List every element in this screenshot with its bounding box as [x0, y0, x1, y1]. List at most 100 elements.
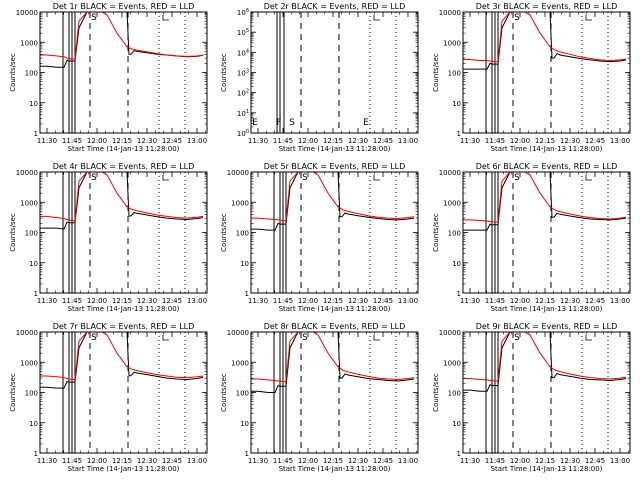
series-line-lld — [463, 332, 627, 382]
chart-panel-4: Det 4r BLACK = Events, RED = LLD Start Ti… — [9, 162, 208, 313]
x-tick-label: 13:00 — [610, 297, 630, 305]
series-line-events — [463, 332, 627, 392]
x-tick-label: 13:00 — [398, 457, 418, 465]
annotation-label: S — [302, 173, 308, 183]
y-tick-label: 106 — [237, 8, 249, 17]
state-bracket — [162, 15, 169, 21]
x-tick-label: 12:45 — [162, 457, 182, 465]
y-tick-label: 1 — [457, 450, 461, 458]
plot-frame — [250, 171, 419, 294]
annotation-label: S — [302, 333, 308, 343]
y-tick-label: 1000 — [443, 359, 461, 367]
x-axis-label: Start Time (14-Jan-13 11:28:00) — [491, 465, 603, 473]
x-tick-label: 11:30 — [248, 457, 268, 465]
annotation-label: F — [276, 118, 281, 128]
y-tick-label: 1 — [245, 450, 249, 458]
x-tick-label: 12:15 — [535, 137, 555, 145]
y-tick-label: 101 — [237, 109, 249, 118]
y-tick-label: 1000 — [20, 39, 38, 47]
x-tick-label: 11:45 — [485, 297, 505, 305]
chart-title: Det 3r BLACK = Events, RED = LLD — [476, 2, 618, 11]
x-tick-label: 12:30 — [560, 297, 580, 305]
y-tick-label: 1 — [457, 290, 461, 298]
y-tick-label: 10000 — [439, 169, 461, 177]
x-tick-label: 13:00 — [398, 137, 418, 145]
y-tick-label: 1000 — [231, 199, 249, 207]
x-tick-label: 12:00 — [87, 297, 107, 305]
x-tick-label: 12:45 — [373, 297, 393, 305]
series-line-events — [40, 172, 204, 230]
chart-panel-5: Det 5r BLACK = Events, RED = LLD Start Ti… — [220, 162, 419, 313]
series-line-events — [251, 332, 415, 393]
annotation-label: S — [514, 333, 520, 343]
x-tick-label: 11:45 — [485, 457, 505, 465]
chart-title: Det 6r BLACK = Events, RED = LLD — [476, 162, 618, 171]
x-tick-label: 12:00 — [87, 137, 107, 145]
y-axis-label: Counts/sec — [9, 53, 17, 92]
series-line-lld — [40, 172, 204, 221]
x-tick-label: 12:30 — [348, 137, 368, 145]
x-tick-label: 12:00 — [510, 137, 530, 145]
x-tick-label: 11:30 — [460, 297, 480, 305]
series-line-events — [251, 172, 415, 231]
series-line-lld — [463, 12, 627, 63]
plot-frame — [250, 11, 419, 134]
y-tick-label: 10000 — [16, 9, 38, 17]
y-tick-label: 1 — [245, 290, 249, 298]
x-axis-label: Start Time (14-Jan-13 11:28:00) — [279, 465, 391, 473]
x-tick-label: 12:30 — [560, 457, 580, 465]
state-bracket — [373, 175, 380, 181]
y-axis-label: Counts/sec — [9, 213, 17, 252]
chart-panel-8: Det 8r BLACK = Events, RED = LLD Start Ti… — [220, 322, 419, 473]
state-bracket — [162, 335, 169, 341]
y-tick-label: 100 — [236, 230, 249, 238]
y-tick-label: 10 — [452, 260, 461, 268]
annotation-label: S — [91, 333, 97, 343]
state-bracket — [373, 15, 380, 21]
x-tick-label: 12:30 — [348, 457, 368, 465]
y-tick-label: 10000 — [16, 169, 38, 177]
x-tick-label: 13:00 — [610, 137, 630, 145]
y-tick-label: 100 — [237, 129, 249, 138]
series-line-events — [463, 172, 627, 231]
y-tick-label: 104 — [237, 48, 249, 57]
state-bracket — [585, 335, 592, 341]
x-tick-label: 13:00 — [398, 297, 418, 305]
chart-panel-7: Det 7r BLACK = Events, RED = LLD Start Ti… — [9, 322, 208, 473]
plot-frame — [39, 331, 208, 454]
x-tick-label: 13:00 — [187, 137, 207, 145]
x-tick-label: 12:45 — [373, 137, 393, 145]
y-tick-label: 1 — [34, 130, 38, 138]
x-tick-label: 12:30 — [137, 457, 157, 465]
y-tick-label: 100 — [236, 390, 249, 398]
plot-frame — [250, 331, 419, 454]
y-tick-label: 1000 — [20, 199, 38, 207]
y-tick-label: 100 — [448, 230, 461, 238]
x-tick-label: 11:45 — [62, 457, 82, 465]
x-axis-label: Start Time (14-Jan-13 11:28:00) — [68, 465, 180, 473]
x-tick-label: 12:00 — [298, 457, 318, 465]
x-tick-label: 12:45 — [585, 137, 605, 145]
x-tick-label: 12:15 — [112, 297, 132, 305]
y-tick-label: 10 — [29, 100, 38, 108]
x-tick-label: 11:45 — [62, 297, 82, 305]
x-tick-label: 11:30 — [37, 457, 57, 465]
chart-title: Det 8r BLACK = Events, RED = LLD — [264, 322, 406, 331]
x-tick-label: 12:00 — [298, 137, 318, 145]
series-line-lld — [251, 332, 415, 383]
chart-panel-1: Det 1r BLACK = Events, RED = LLD Start Ti… — [9, 2, 208, 153]
state-bracket — [373, 335, 380, 341]
x-axis-label: Start Time (14-Jan-13 11:28:00) — [279, 145, 391, 153]
x-tick-label: 13:00 — [187, 297, 207, 305]
series-line-events — [40, 332, 204, 389]
x-tick-label: 12:45 — [162, 137, 182, 145]
y-tick-label: 10000 — [227, 169, 249, 177]
x-tick-label: 12:15 — [112, 457, 132, 465]
chart-title: Det 4r BLACK = Events, RED = LLD — [53, 162, 195, 171]
x-tick-label: 11:30 — [460, 457, 480, 465]
x-tick-label: 11:45 — [485, 137, 505, 145]
y-tick-label: 10 — [452, 100, 461, 108]
x-tick-label: 11:45 — [273, 297, 293, 305]
chart-panel-9: Det 9r BLACK = Events, RED = LLD Start Ti… — [432, 322, 631, 473]
